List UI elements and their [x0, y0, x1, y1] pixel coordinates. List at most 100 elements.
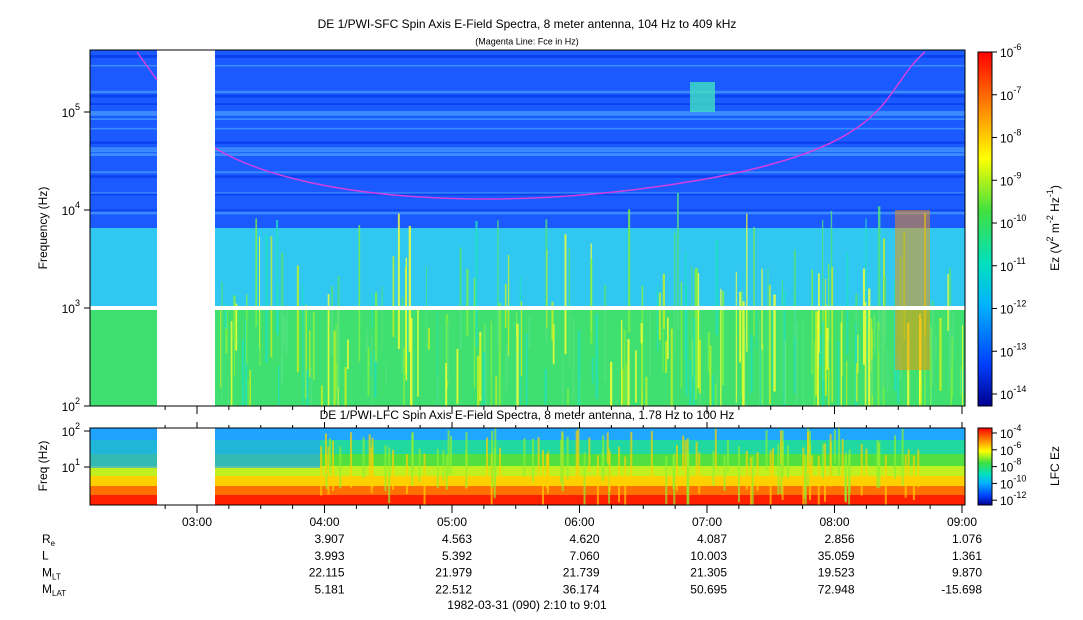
streak	[884, 454, 887, 505]
text-part: 10	[1000, 89, 1014, 103]
streak	[868, 288, 871, 406]
streak	[381, 286, 383, 350]
streak	[302, 285, 304, 406]
colorbar-label-bottom: LFC Ez	[1048, 446, 1062, 486]
streak	[371, 333, 373, 406]
text-part: -12	[1013, 491, 1026, 501]
streak	[385, 363, 387, 386]
text-part: 10	[1000, 132, 1014, 146]
text-part: -7	[1013, 85, 1021, 95]
y-label: Frequency (Hz)	[36, 187, 50, 270]
streak	[388, 447, 391, 504]
streak	[904, 454, 907, 498]
ephemeris-value: 21.739	[563, 566, 600, 580]
streak	[833, 429, 836, 464]
streak	[221, 282, 223, 403]
top-frame	[89, 49, 966, 407]
streak	[427, 328, 430, 350]
text-part: 10	[1000, 46, 1014, 60]
streak	[773, 294, 776, 392]
text-part: e	[51, 539, 56, 548]
text-part: -14	[1013, 384, 1026, 394]
streak	[753, 226, 755, 337]
text-part: 4	[75, 200, 80, 210]
ephemeris-value: 1.361	[952, 549, 982, 563]
streak	[716, 371, 718, 406]
streak	[495, 376, 497, 406]
tick-label: 10-12	[1000, 299, 1026, 317]
streak	[907, 449, 910, 486]
streak	[865, 218, 867, 334]
text-part: -6	[1013, 42, 1021, 52]
text-part: 10	[1000, 444, 1014, 458]
streak	[309, 330, 311, 377]
text-part: 1	[75, 457, 80, 467]
streak	[811, 269, 814, 375]
text-part: R	[42, 532, 51, 546]
streak	[831, 266, 834, 402]
streak	[682, 435, 685, 471]
text-part: 10	[62, 106, 76, 120]
streak	[640, 323, 643, 344]
streak	[477, 355, 480, 406]
streak	[826, 327, 829, 370]
text-part: -9	[1013, 171, 1021, 181]
streak	[712, 375, 714, 406]
streak	[840, 322, 842, 406]
streak	[819, 333, 822, 366]
streak	[680, 281, 683, 389]
streak	[939, 317, 942, 391]
streak	[312, 311, 315, 380]
tick-label: 10-10	[1000, 474, 1026, 492]
streak	[374, 349, 377, 398]
streak	[545, 454, 548, 489]
text-part: 3	[75, 298, 80, 308]
streak	[339, 446, 342, 489]
text-part: -10	[1013, 474, 1026, 484]
streak	[685, 284, 688, 396]
streak	[449, 436, 452, 475]
stripe	[90, 118, 965, 120]
stripe	[90, 175, 965, 178]
streak	[771, 448, 774, 485]
tick-label: 10-7	[1000, 85, 1021, 103]
streak	[824, 304, 827, 396]
streak	[948, 268, 952, 390]
streak	[305, 304, 307, 399]
streak	[693, 317, 696, 406]
streak	[860, 444, 863, 496]
streak	[761, 344, 764, 405]
colorbar-bottom	[977, 427, 993, 506]
ephemeris-value: 1.076	[952, 532, 982, 546]
streak	[337, 275, 340, 388]
streak	[397, 213, 400, 349]
ephemeris-value: 19.523	[818, 566, 855, 580]
streak	[572, 317, 575, 401]
streak	[793, 292, 797, 394]
streak	[604, 284, 607, 381]
tick-label: 103	[62, 298, 80, 316]
streak	[758, 320, 761, 406]
streak	[249, 370, 252, 406]
streak	[602, 435, 605, 475]
streak	[561, 432, 564, 492]
streak	[482, 351, 486, 406]
tick-label: 102	[62, 396, 80, 414]
streak	[447, 322, 450, 381]
streak	[528, 316, 531, 348]
streak	[577, 429, 580, 485]
streak	[846, 252, 849, 355]
fce-line	[136, 51, 926, 200]
streak	[810, 455, 813, 487]
streak	[498, 447, 501, 483]
streak	[676, 193, 679, 330]
streak	[259, 311, 261, 366]
x-tick-label: 07:00	[692, 515, 722, 529]
gap-line	[90, 306, 965, 310]
streak	[542, 450, 545, 505]
tick-label: 10-4	[1000, 423, 1021, 441]
burst	[895, 210, 930, 370]
x-tick-label: 09:00	[947, 515, 977, 529]
tick-label: 102	[62, 421, 80, 439]
streak	[746, 213, 748, 352]
